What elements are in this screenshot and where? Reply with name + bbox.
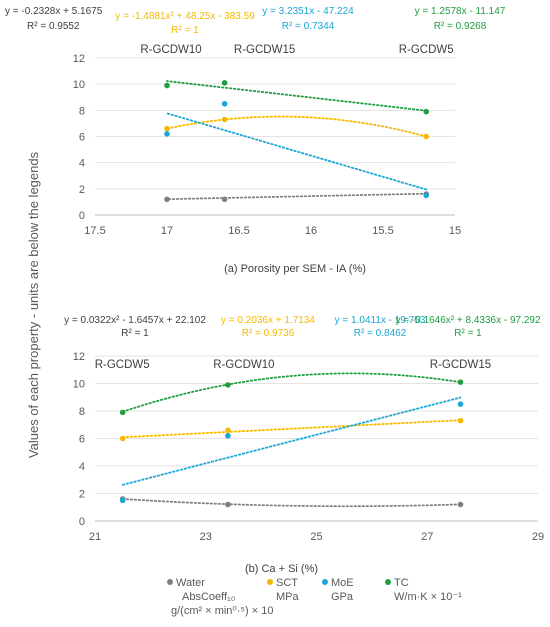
y-tick-label: 12 <box>73 351 85 363</box>
x-tick-label: 25 <box>310 531 322 543</box>
x-tick-label: 16.5 <box>228 225 249 237</box>
y-tick-label: 8 <box>79 406 85 418</box>
point-tc <box>225 382 231 388</box>
trendline-sct <box>166 115 428 138</box>
trend-r2-sct: R² = 0.9736 <box>242 328 295 339</box>
chart-b-ca-si: 0 2 4 6 8 10 12 21 23 25 27 29 (b) Ca + Si (%) R-GCDW… <box>64 315 544 575</box>
x-tick-label: 27 <box>421 531 433 543</box>
legend-marker-sct <box>267 579 273 585</box>
legend-marker-moe <box>322 579 328 585</box>
x-tick-label: 15.5 <box>372 225 393 237</box>
trendline-moe <box>166 112 428 191</box>
point-sct <box>221 116 228 123</box>
point-water <box>225 501 231 508</box>
point-tc <box>423 108 430 115</box>
y-tick-label: 2 <box>79 489 85 501</box>
point-sct <box>119 435 126 442</box>
group-label: R-GCDW15 <box>234 44 295 56</box>
legend-text-water: g/(cm² × min⁰·⁵) × 10 <box>171 605 274 617</box>
y-tick-label: 10 <box>73 379 85 391</box>
x-tick-label: 21 <box>89 531 101 543</box>
point-sct <box>225 427 231 434</box>
legend-marker-tc <box>385 579 391 585</box>
trend-equation-moe: y = 3.2351x - 47.224 <box>262 6 354 17</box>
y-tick-label: 2 <box>79 184 85 196</box>
legend-marker-water <box>167 579 173 585</box>
trendline-water <box>121 498 462 508</box>
trend-r2-water: R² = 0.9552 <box>27 21 80 32</box>
x-tick-label: 16 <box>305 225 317 237</box>
trend-equation-moe: y = 1.0411x - 19.753 <box>335 315 426 326</box>
x-axis-label: (b) Ca + Si (%) <box>245 563 318 575</box>
y-tick-label: 0 <box>79 516 85 528</box>
x-tick-label: 15 <box>449 225 461 237</box>
y-tick-label: 12 <box>73 53 85 65</box>
point-water <box>457 501 464 508</box>
trend-r2-moe: R² = 0.8462 <box>354 328 407 339</box>
x-tick-label: 29 <box>532 531 544 543</box>
point-moe <box>221 100 228 107</box>
y-tick-label: 4 <box>79 158 85 170</box>
y-tick-label: 6 <box>79 434 85 446</box>
group-label: R-GCDW15 <box>430 359 491 371</box>
trend-equation-water: y = -0.2328x + 5.1675 <box>5 6 103 17</box>
chart-a-porosity: 0 2 4 6 8 10 12 17.5 17 16.5 16 15.5 15 (a) Porosity … <box>5 6 506 275</box>
trend-equation-tc: y = 1.2578x - 11.147 <box>415 6 506 17</box>
point-water <box>221 196 228 203</box>
point-moe <box>225 432 231 439</box>
legend-text-sct: SCT <box>276 577 298 589</box>
point-tc <box>119 409 126 416</box>
point-moe <box>457 401 464 407</box>
point-moe <box>119 497 126 504</box>
legend-text-tc: TC <box>394 577 409 589</box>
legend-text-moe: MoE <box>331 577 354 589</box>
group-label: R-GCDW10 <box>140 44 201 56</box>
trendline-tc <box>166 80 428 112</box>
trend-equation-sct: y = 0.2036x + 1.7134 <box>221 315 315 326</box>
y-axis-title: Values of each property - units are belo… <box>26 151 41 458</box>
trendline-sct <box>121 419 462 439</box>
y-tick-label: 8 <box>79 105 85 117</box>
y-tick-label: 0 <box>79 210 85 222</box>
legend-text-water: AbsCoeff₁₀ <box>182 591 235 603</box>
trend-equation-tc: y = -0.1646x² + 8.4336x - 97.292 <box>395 315 541 326</box>
trend-equation-water: y = 0.0322x² - 1.6457x + 22.102 <box>64 315 206 326</box>
point-sct <box>423 133 430 140</box>
trend-r2-tc: R² = 0.9268 <box>434 21 487 32</box>
point-moe <box>423 192 430 199</box>
x-axis-label: (a) Porosity per SEM - IA (%) <box>224 263 366 275</box>
group-label: R-GCDW10 <box>213 359 274 371</box>
trendline-water <box>166 192 428 201</box>
x-tick-label: 17 <box>161 225 173 237</box>
y-tick-label: 4 <box>79 461 85 473</box>
trendline-moe <box>121 396 462 486</box>
legend-text-tc: W/m·K × 10⁻¹ <box>394 591 462 603</box>
trend-r2-tc: R² = 1 <box>454 328 482 339</box>
group-label: R-GCDW5 <box>399 44 454 56</box>
point-moe <box>164 131 170 137</box>
trendline-tc <box>121 372 462 413</box>
point-tc <box>164 82 170 89</box>
point-tc <box>221 80 228 86</box>
point-sct <box>457 417 464 424</box>
point-sct <box>164 125 170 132</box>
group-label: R-GCDW5 <box>95 359 150 371</box>
legend: Water AbsCoeff₁₀ g/(cm² × min⁰·⁵) × 10 SCT M… <box>167 577 462 617</box>
y-tick-label: 10 <box>73 79 85 91</box>
point-water <box>164 196 170 203</box>
trend-r2-moe: R² = 0.7344 <box>282 21 335 32</box>
trend-r2-water: R² = 1 <box>121 328 149 339</box>
y-tick-label: 6 <box>79 132 85 144</box>
legend-text-water: Water <box>176 577 205 589</box>
legend-text-moe: GPa <box>331 591 354 603</box>
trend-equation-sct: y = -1.4881x² + 48.25x - 383.59 <box>115 11 255 22</box>
x-tick-label: 23 <box>200 531 212 543</box>
x-tick-label: 17.5 <box>84 225 105 237</box>
legend-text-sct: MPa <box>276 591 300 603</box>
trend-r2-sct: R² = 1 <box>171 25 199 36</box>
point-tc <box>457 379 464 385</box>
